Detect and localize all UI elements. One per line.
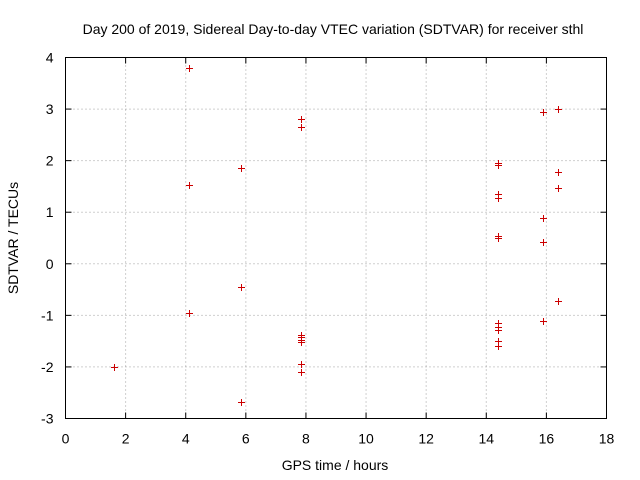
y-axis-label: SDTVAR / TECUs — [5, 182, 21, 294]
data-point-marker — [238, 284, 245, 291]
x-tick-label: 12 — [418, 431, 434, 447]
x-tick-label: 14 — [478, 431, 494, 447]
x-tick-label: 2 — [122, 431, 130, 447]
data-point-marker — [186, 65, 193, 72]
data-point-marker — [540, 215, 547, 222]
data-point-marker — [540, 239, 547, 246]
data-point-marker — [495, 343, 502, 350]
y-tick-label: 4 — [46, 50, 54, 66]
data-point-marker — [298, 116, 305, 123]
data-point-marker — [298, 369, 305, 376]
data-point-marker — [495, 235, 502, 242]
data-points — [111, 65, 562, 406]
data-point-marker — [495, 324, 502, 331]
data-point-marker — [298, 334, 305, 341]
data-point-marker — [186, 310, 193, 317]
data-point-marker — [238, 165, 245, 172]
data-point-marker — [540, 109, 547, 116]
y-tick-label: -3 — [41, 411, 54, 427]
x-tick-label: 6 — [242, 431, 250, 447]
x-axis-label: GPS time / hours — [282, 457, 389, 473]
x-tick-label: 16 — [539, 431, 555, 447]
y-tick-label: -2 — [41, 359, 54, 375]
y-tick-label: -1 — [41, 307, 54, 323]
x-tick-label: 0 — [62, 431, 70, 447]
data-point-marker — [495, 162, 502, 169]
data-point-marker — [298, 361, 305, 368]
data-point-marker — [555, 185, 562, 192]
data-point-marker — [495, 195, 502, 202]
data-point-marker — [298, 124, 305, 131]
x-tick-label: 10 — [358, 431, 374, 447]
grid-lines — [65, 57, 607, 419]
data-point-marker — [555, 106, 562, 113]
x-tick-label: 18 — [599, 431, 615, 447]
y-tick-label: 2 — [46, 153, 54, 169]
y-tick-label: 0 — [46, 256, 54, 272]
data-point-marker — [555, 298, 562, 305]
data-point-marker — [186, 182, 193, 189]
data-point-marker — [238, 399, 245, 406]
chart-title: Day 200 of 2019, Sidereal Day-to-day VTE… — [83, 21, 584, 37]
y-tick-label: 3 — [46, 101, 54, 117]
data-point-marker — [540, 318, 547, 325]
x-tick-label: 8 — [302, 431, 310, 447]
plot-frame — [65, 57, 607, 419]
x-tick-label: 4 — [182, 431, 190, 447]
y-tick-label: 1 — [46, 204, 54, 220]
data-point-marker — [555, 169, 562, 176]
data-point-marker — [111, 364, 118, 371]
